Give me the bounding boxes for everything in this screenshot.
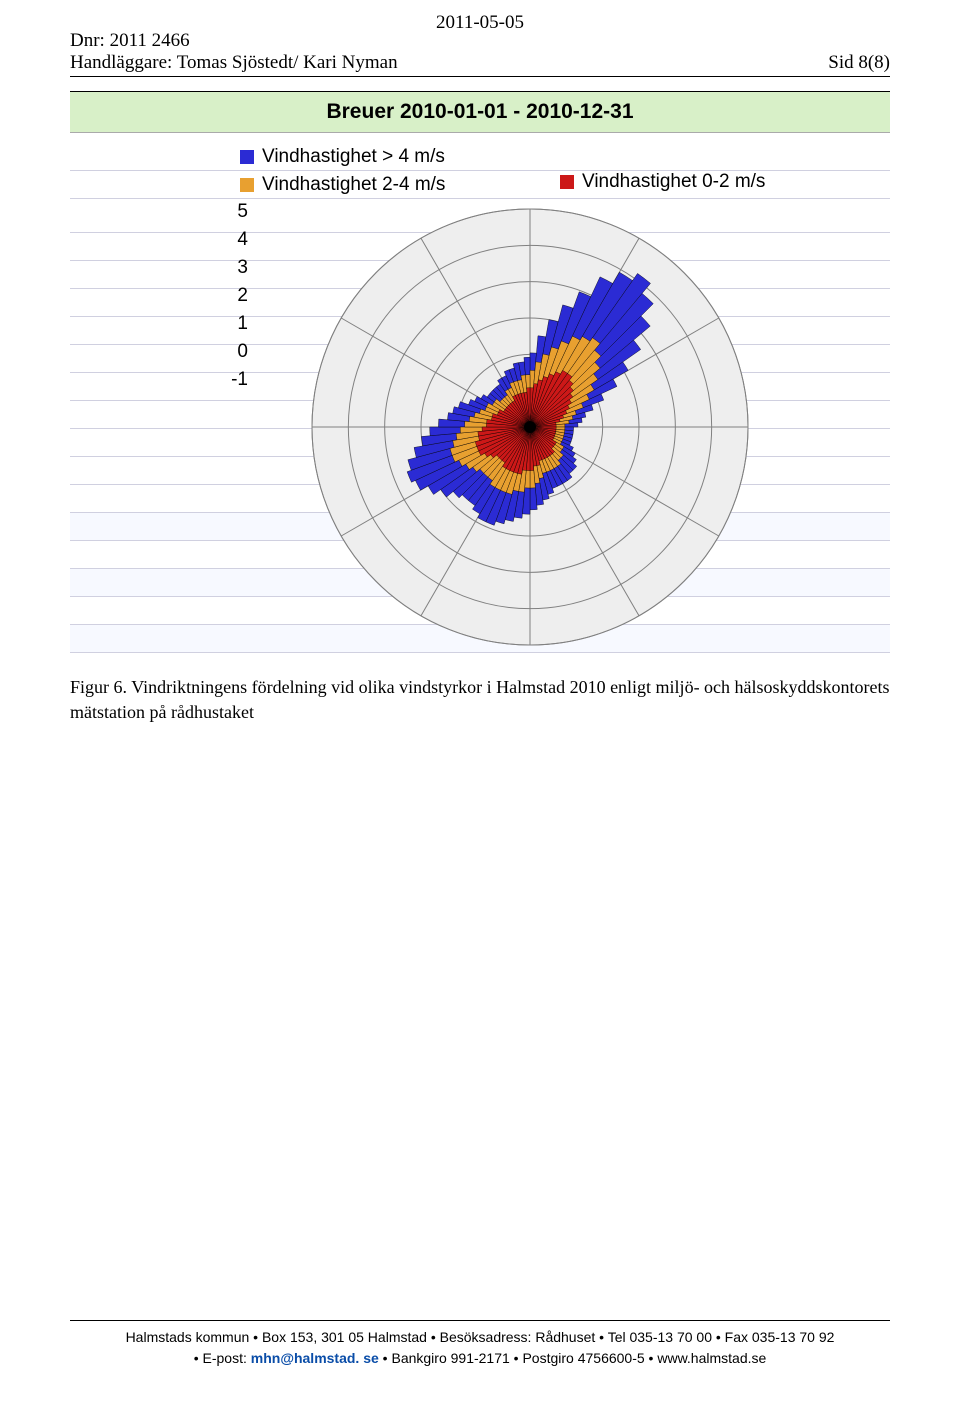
page-footer: Halmstads kommun • Box 153, 301 05 Halms… [70, 1320, 890, 1369]
page: 2011-05-05 Dnr: 2011 2466 Handläggare: T… [0, 0, 960, 1403]
legend-swatch-icon [240, 150, 254, 164]
legend-item: Vindhastighet 2-4 m/s [70, 171, 890, 199]
footer-line-2: • E-post: mhn@halmstad. se • Bankgiro 99… [70, 1348, 890, 1369]
header-row: Handläggare: Tomas Sjöstedt/ Kari Nyman … [70, 52, 890, 77]
legend-swatch-icon [560, 175, 574, 189]
legend-label: Vindhastighet 0-2 m/s [582, 171, 765, 193]
legend-item: Vindhastighet > 4 m/s [70, 143, 890, 171]
legend-item: Vindhastighet 0-2 m/s [560, 171, 765, 193]
polar-plot [300, 197, 760, 657]
chart-legend: Vindhastighet > 4 m/s Vindhastighet 2-4 … [70, 133, 890, 205]
footer-email: mhn@halmstad. [251, 1350, 360, 1366]
chart-title: Breuer 2010-01-01 - 2010-12-31 [70, 92, 890, 133]
caption-text: Vindriktningens fördelning vid olika vin… [70, 677, 890, 722]
legend-label: Vindhastighet > 4 m/s [262, 146, 445, 168]
legend-label: Vindhastighet 2-4 m/s [262, 174, 445, 196]
plot-area: 543210-1 [70, 205, 890, 665]
header-date: 2011-05-05 [436, 12, 524, 34]
caption-label: Figur 6. [70, 677, 127, 697]
header-handler: Handläggare: Tomas Sjöstedt/ Kari Nyman [70, 52, 398, 74]
header-page: Sid 8(8) [828, 52, 890, 74]
footer-line-1: Halmstads kommun • Box 153, 301 05 Halms… [70, 1327, 890, 1348]
figure-caption: Figur 6. Vindriktningens fördelning vid … [70, 675, 890, 725]
wind-rose-chart: Breuer 2010-01-01 - 2010-12-31 Vindhasti… [70, 91, 890, 665]
legend-swatch-icon [240, 178, 254, 192]
